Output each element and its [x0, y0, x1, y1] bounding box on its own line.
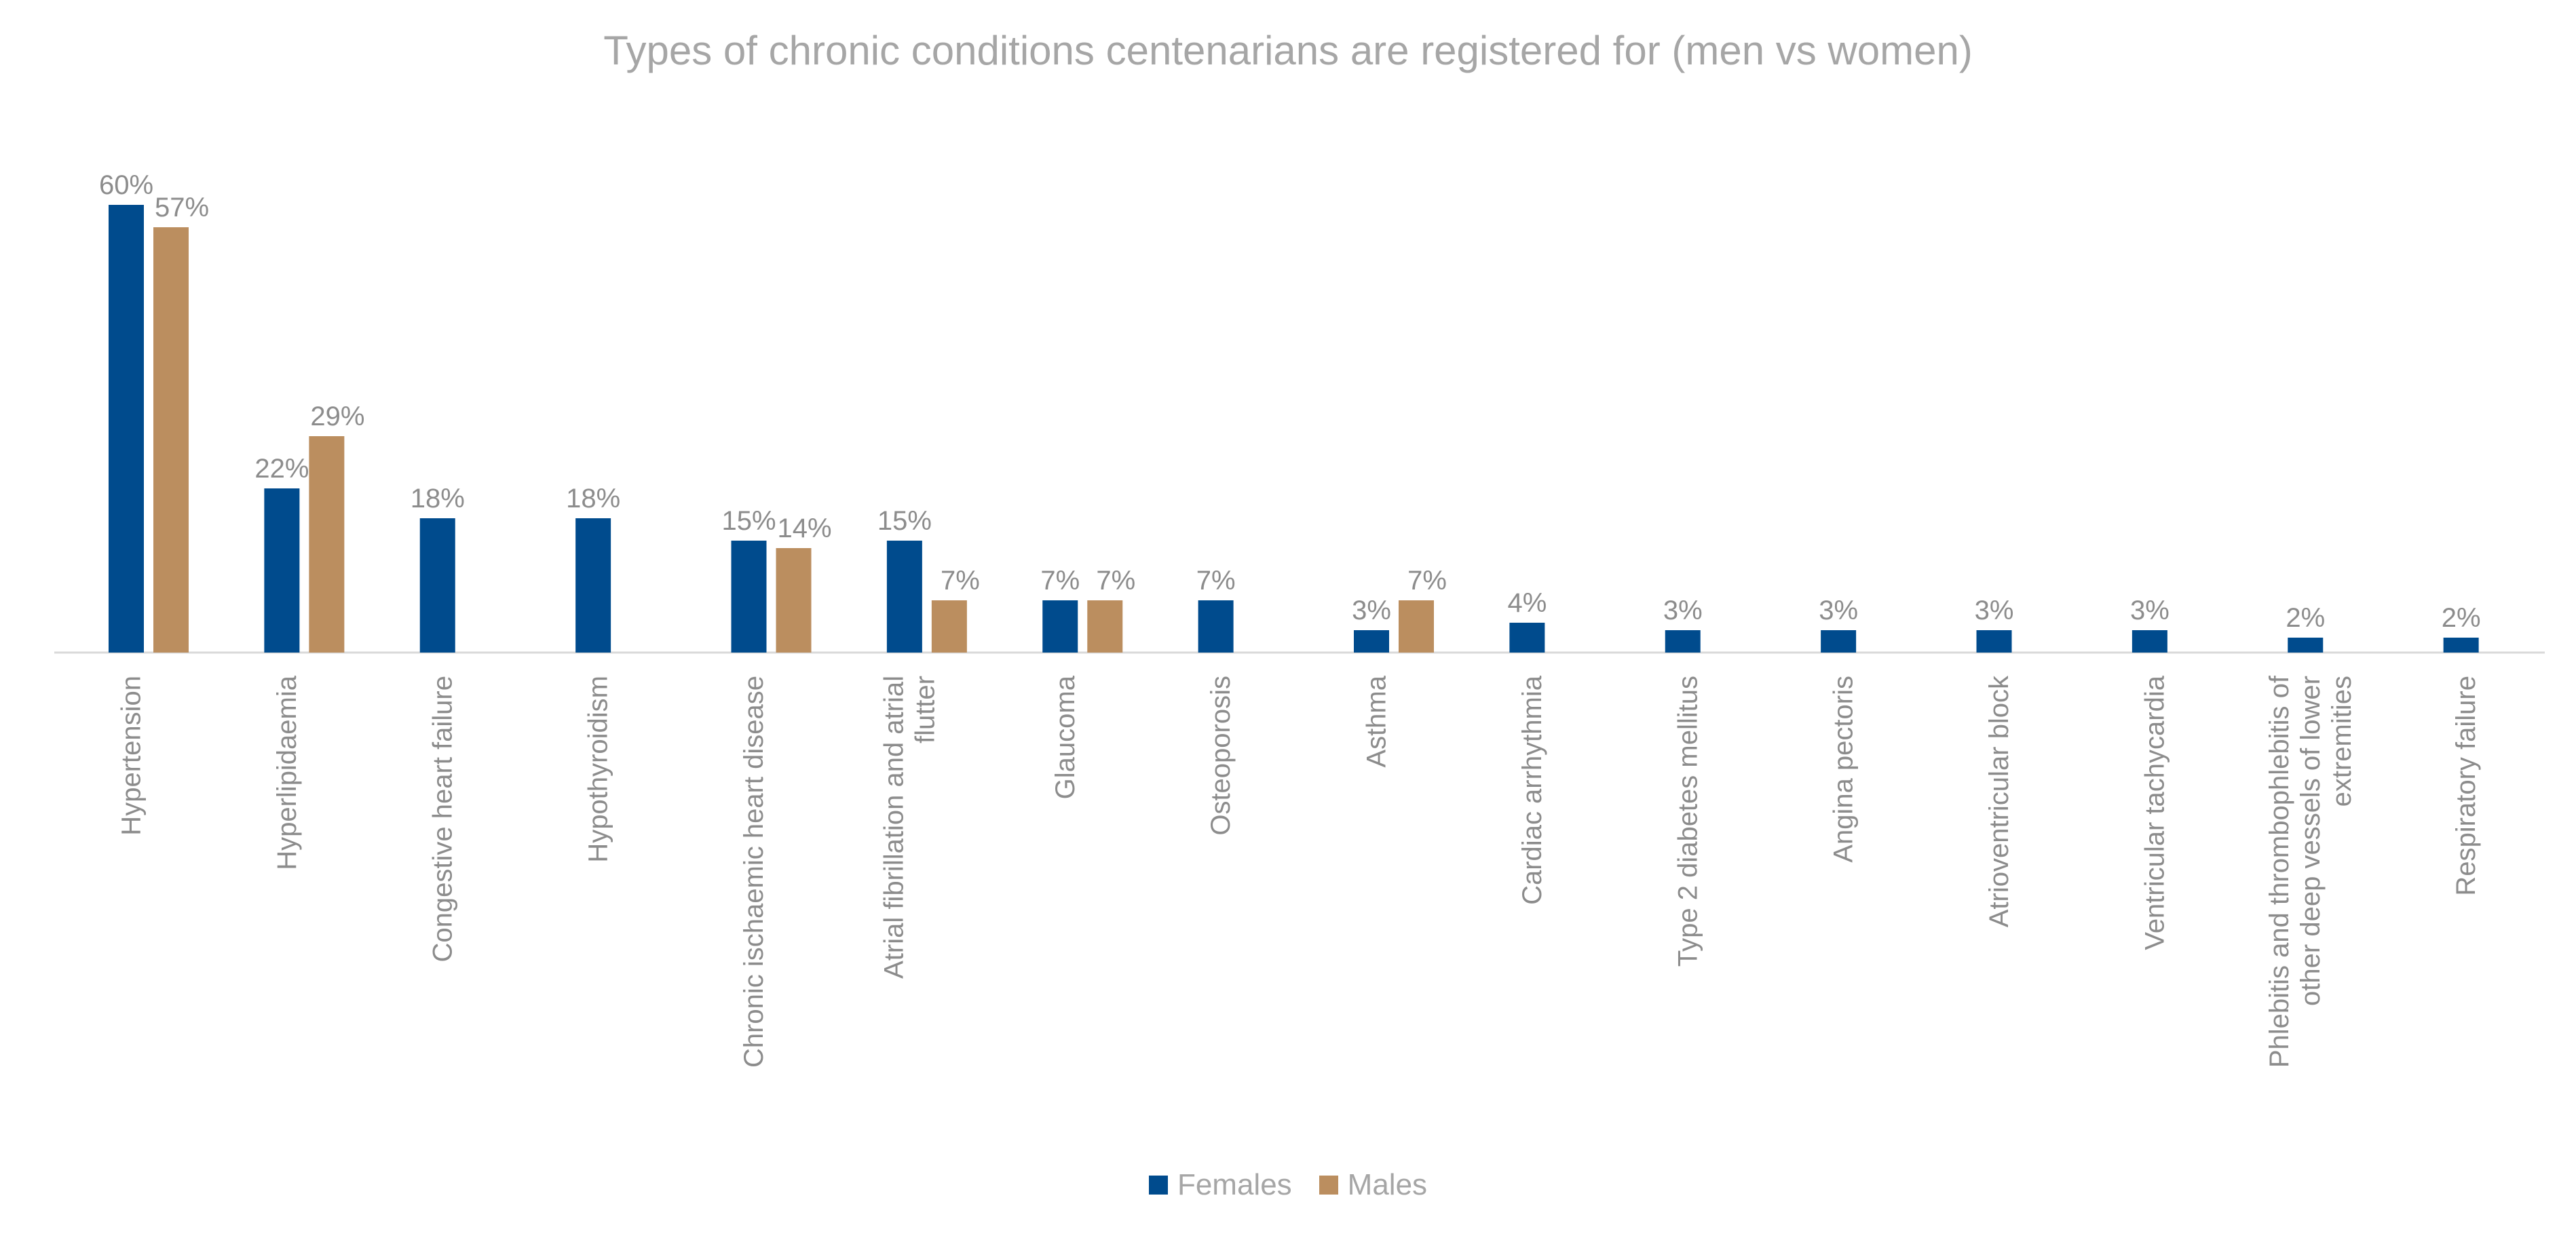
x-tick-label: Cardiac arrhythmia: [1517, 675, 1547, 905]
x-tick-label-line: Respiratory failure: [2451, 676, 2481, 896]
data-label-females: 3%: [2130, 596, 2170, 625]
x-tick-label-line: Glaucoma: [1050, 675, 1080, 799]
x-tick-label-line: other deep vessels of lower: [2296, 676, 2326, 1006]
x-tick-label: Angina pectoris: [1829, 676, 1859, 863]
x-tick-label: Glaucoma: [1050, 675, 1080, 799]
x-tick-label-line: Chronic ischaemic heart disease: [739, 676, 769, 1068]
x-tick-label-line: Ventricular tachycardia: [2140, 675, 2170, 950]
bar-females: [2132, 630, 2167, 653]
x-tick-label-line: Osteoporosis: [1206, 676, 1236, 836]
bar-males: [1399, 600, 1434, 653]
bar-females: [1042, 600, 1078, 653]
data-label-males: 7%: [941, 566, 980, 596]
bar-females: [1198, 600, 1234, 653]
legend-label-males: Males: [1347, 1168, 1428, 1201]
bar-females: [1509, 623, 1545, 653]
data-label-females: 22%: [254, 454, 309, 484]
data-label-males: 29%: [310, 402, 364, 431]
x-tick-label: Type 2 diabetes mellitus: [1673, 676, 1703, 967]
x-tick-label-line: extremities: [2327, 676, 2357, 807]
bar-females: [575, 518, 611, 653]
x-tick-label-line: Hyperlipidaemia: [272, 675, 302, 870]
data-label-males: 7%: [1407, 566, 1447, 596]
data-label-females: 2%: [2286, 603, 2325, 633]
x-tick-label-line: Angina pectoris: [1829, 676, 1859, 863]
data-label-females: 7%: [1040, 566, 1080, 596]
data-label-females: 3%: [1663, 596, 1703, 625]
x-tick-label: Atrial fibrillation and atrial flutter: [879, 676, 940, 979]
bar-females: [731, 541, 767, 653]
x-tick-label-line: Atrial fibrillation and atrial: [879, 676, 909, 979]
bar-females: [886, 541, 922, 653]
data-label-females: 3%: [1975, 596, 2014, 625]
data-label-females: 18%: [566, 484, 620, 514]
x-tick-label-line: flutter: [910, 676, 940, 743]
x-tick-label: Respiratory failure: [2451, 676, 2481, 896]
x-tick-label-line: Cardiac arrhythmia: [1517, 675, 1547, 905]
bar-males: [153, 227, 189, 653]
bar-females: [1665, 630, 1701, 653]
x-tick-label-line: Atrioventricular block: [1984, 675, 2014, 927]
x-tick-label: Ventricular tachycardia: [2140, 675, 2170, 950]
bar-males: [931, 600, 967, 653]
legend-item-females: Females: [1148, 1168, 1292, 1202]
bar-females: [1821, 630, 1857, 653]
x-tick-label-line: Hypothyroidism: [584, 676, 613, 863]
bar-males: [1087, 600, 1123, 653]
bar-females: [264, 488, 300, 653]
chart-title: Types of chronic conditions centenarians…: [603, 28, 1973, 73]
bar-females: [1976, 630, 2012, 653]
bar-females: [2443, 638, 2479, 653]
bar-males: [309, 436, 345, 653]
data-label-males: 57%: [155, 193, 209, 222]
x-tick-label: Hypothyroidism: [584, 676, 613, 863]
data-label-females: 18%: [411, 484, 465, 514]
data-label-females: 2%: [2442, 603, 2481, 633]
x-tick-label: Congestive heart failure: [428, 676, 457, 962]
legend-swatch-females: [1148, 1176, 1168, 1195]
data-label-females: 4%: [1507, 588, 1547, 618]
x-tick-label: Atrioventricular block: [1984, 675, 2014, 927]
x-tick-label: Asthma: [1362, 675, 1392, 767]
x-tick-label: Hypertension: [117, 676, 147, 836]
data-label-males: 14%: [777, 514, 831, 543]
x-tick-label: Phlebitis and thrombophlebitis of other d…: [2265, 675, 2357, 1068]
x-tick-label-line: Hypertension: [117, 676, 147, 836]
data-label-females: 7%: [1196, 566, 1236, 596]
data-label-females: 15%: [877, 506, 932, 536]
x-tick-label: Chronic ischaemic heart disease: [739, 676, 769, 1068]
data-label-males: 7%: [1096, 566, 1135, 596]
x-tick-label-line: Asthma: [1362, 675, 1392, 767]
data-label-females: 60%: [99, 170, 153, 200]
x-tick-label-line: Congestive heart failure: [428, 676, 457, 962]
legend-item-males: Males: [1319, 1168, 1427, 1202]
data-label-females: 3%: [1819, 596, 1858, 625]
bar-males: [776, 548, 812, 653]
bar-females: [2288, 638, 2324, 653]
bar-females: [109, 205, 144, 653]
x-tick-label-line: Type 2 diabetes mellitus: [1673, 676, 1703, 967]
x-tick-label-line: Phlebitis and thrombophlebitis of: [2265, 675, 2294, 1068]
legend: Females Males: [0, 1168, 2576, 1202]
x-tick-label: Osteoporosis: [1206, 676, 1236, 836]
data-label-females: 3%: [1352, 596, 1391, 625]
data-label-females: 15%: [721, 506, 776, 536]
x-tick-label: Hyperlipidaemia: [272, 675, 302, 870]
legend-swatch-males: [1319, 1176, 1338, 1195]
legend-label-females: Females: [1177, 1168, 1292, 1201]
bar-females: [1354, 630, 1389, 653]
bar-females: [419, 518, 455, 653]
